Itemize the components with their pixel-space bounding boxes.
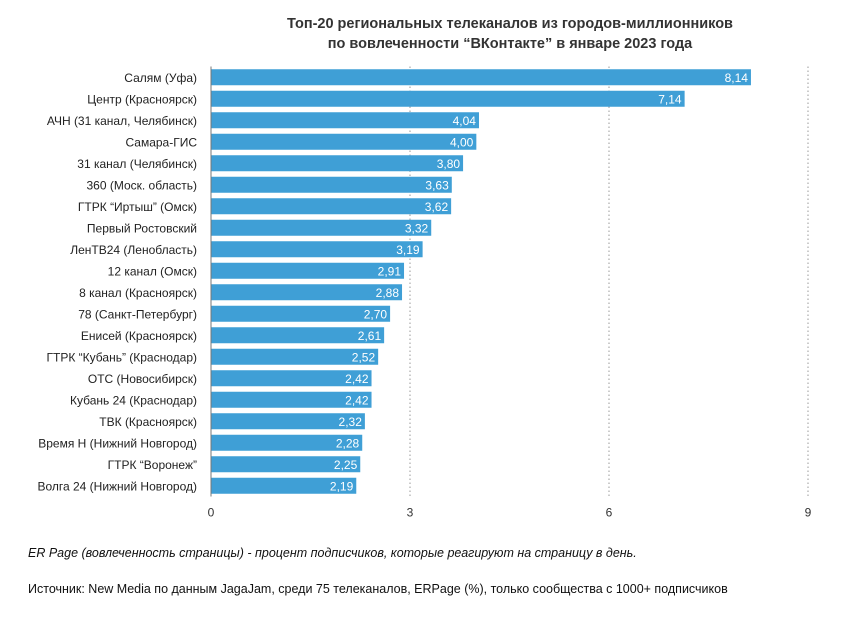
data-label: 4,04 — [453, 114, 477, 128]
category-label: Первый Ростовский — [87, 221, 197, 235]
data-label: 2,32 — [339, 415, 363, 429]
bar — [211, 198, 452, 215]
category-label: ЛенТВ24 (Ленобласть) — [70, 243, 197, 257]
category-label: ОТС (Новосибирск) — [88, 372, 197, 386]
data-label: 2,88 — [376, 286, 400, 300]
category-label: 31 канал (Челябинск) — [77, 157, 197, 171]
bar — [211, 176, 452, 193]
data-label: 2,25 — [334, 458, 358, 472]
data-label: 3,19 — [396, 243, 420, 257]
bar — [211, 69, 751, 86]
category-label: ГТРК “Воронеж” — [108, 458, 197, 472]
data-label: 2,28 — [336, 436, 360, 450]
data-label: 2,70 — [364, 307, 388, 321]
data-label: 2,19 — [330, 479, 354, 493]
category-label: Время Н (Нижний Новгород) — [38, 436, 197, 450]
bar — [211, 477, 357, 494]
x-tick-label: 6 — [606, 506, 613, 520]
category-label: 8 канал (Красноярск) — [79, 286, 197, 300]
data-label: 2,42 — [345, 372, 369, 386]
data-label: 2,42 — [345, 393, 369, 407]
category-label: 360 (Моск. область) — [86, 178, 197, 192]
bar-chart: 0 3 6 9 Салям (Уфа) 8,14 Центр (Красноярск) 7,1… — [37, 66, 812, 520]
x-tick-label: 0 — [208, 506, 215, 520]
data-label: 3,63 — [425, 178, 449, 192]
bar — [211, 241, 423, 258]
bar — [211, 391, 372, 408]
bar — [211, 413, 365, 430]
data-label: 7,14 — [658, 92, 682, 106]
bar — [211, 348, 379, 365]
bar — [211, 456, 361, 473]
category-label: 78 (Санкт-Петербург) — [78, 307, 197, 321]
category-label: АЧН (31 канал, Челябинск) — [47, 114, 197, 128]
category-label: 12 канал (Омск) — [108, 264, 197, 278]
bar — [211, 112, 479, 129]
bar — [211, 133, 477, 150]
data-label: 8,14 — [725, 71, 749, 85]
bar — [211, 219, 432, 236]
category-label: ГТРК “Иртыш” (Омск) — [78, 200, 197, 214]
data-label: 2,61 — [358, 329, 382, 343]
category-label: Енисей (Красноярск) — [81, 329, 197, 343]
bar — [211, 155, 464, 172]
data-label: 2,91 — [378, 264, 402, 278]
footnote-er-page: ER Page (вовлеченность страницы) - проце… — [28, 546, 637, 560]
bar — [211, 434, 363, 451]
category-label: ТВК (Красноярск) — [99, 415, 197, 429]
data-label: 2,52 — [352, 350, 376, 364]
x-tick-label: 9 — [805, 506, 812, 520]
chart-subtitle: по вовлеченности “ВКонтакте” в январе 20… — [327, 36, 693, 52]
data-label: 3,80 — [437, 157, 461, 171]
bar — [211, 370, 372, 387]
category-label: Салям (Уфа) — [124, 71, 197, 85]
category-label: Центр (Красноярск) — [87, 92, 197, 106]
bar — [211, 305, 391, 322]
source-note: Источник: New Media по данным JagaJam, с… — [28, 582, 728, 596]
bar — [211, 90, 685, 107]
category-label: ГТРК “Кубань” (Краснодар) — [47, 350, 197, 364]
category-label: Волга 24 (Нижний Новгород) — [37, 479, 197, 493]
chart-title-block: Топ-20 региональных телеканалов из город… — [210, 14, 810, 54]
data-label: 3,62 — [425, 200, 449, 214]
bar — [211, 284, 403, 301]
data-label: 4,00 — [450, 135, 474, 149]
chart-title: Топ-20 региональных телеканалов из город… — [287, 16, 733, 32]
data-label: 3,32 — [405, 221, 429, 235]
category-label: Кубань 24 (Краснодар) — [70, 393, 197, 407]
bar — [211, 262, 405, 279]
x-tick-label: 3 — [407, 506, 414, 520]
category-label: Самара-ГИС — [125, 135, 197, 149]
bar — [211, 327, 385, 344]
